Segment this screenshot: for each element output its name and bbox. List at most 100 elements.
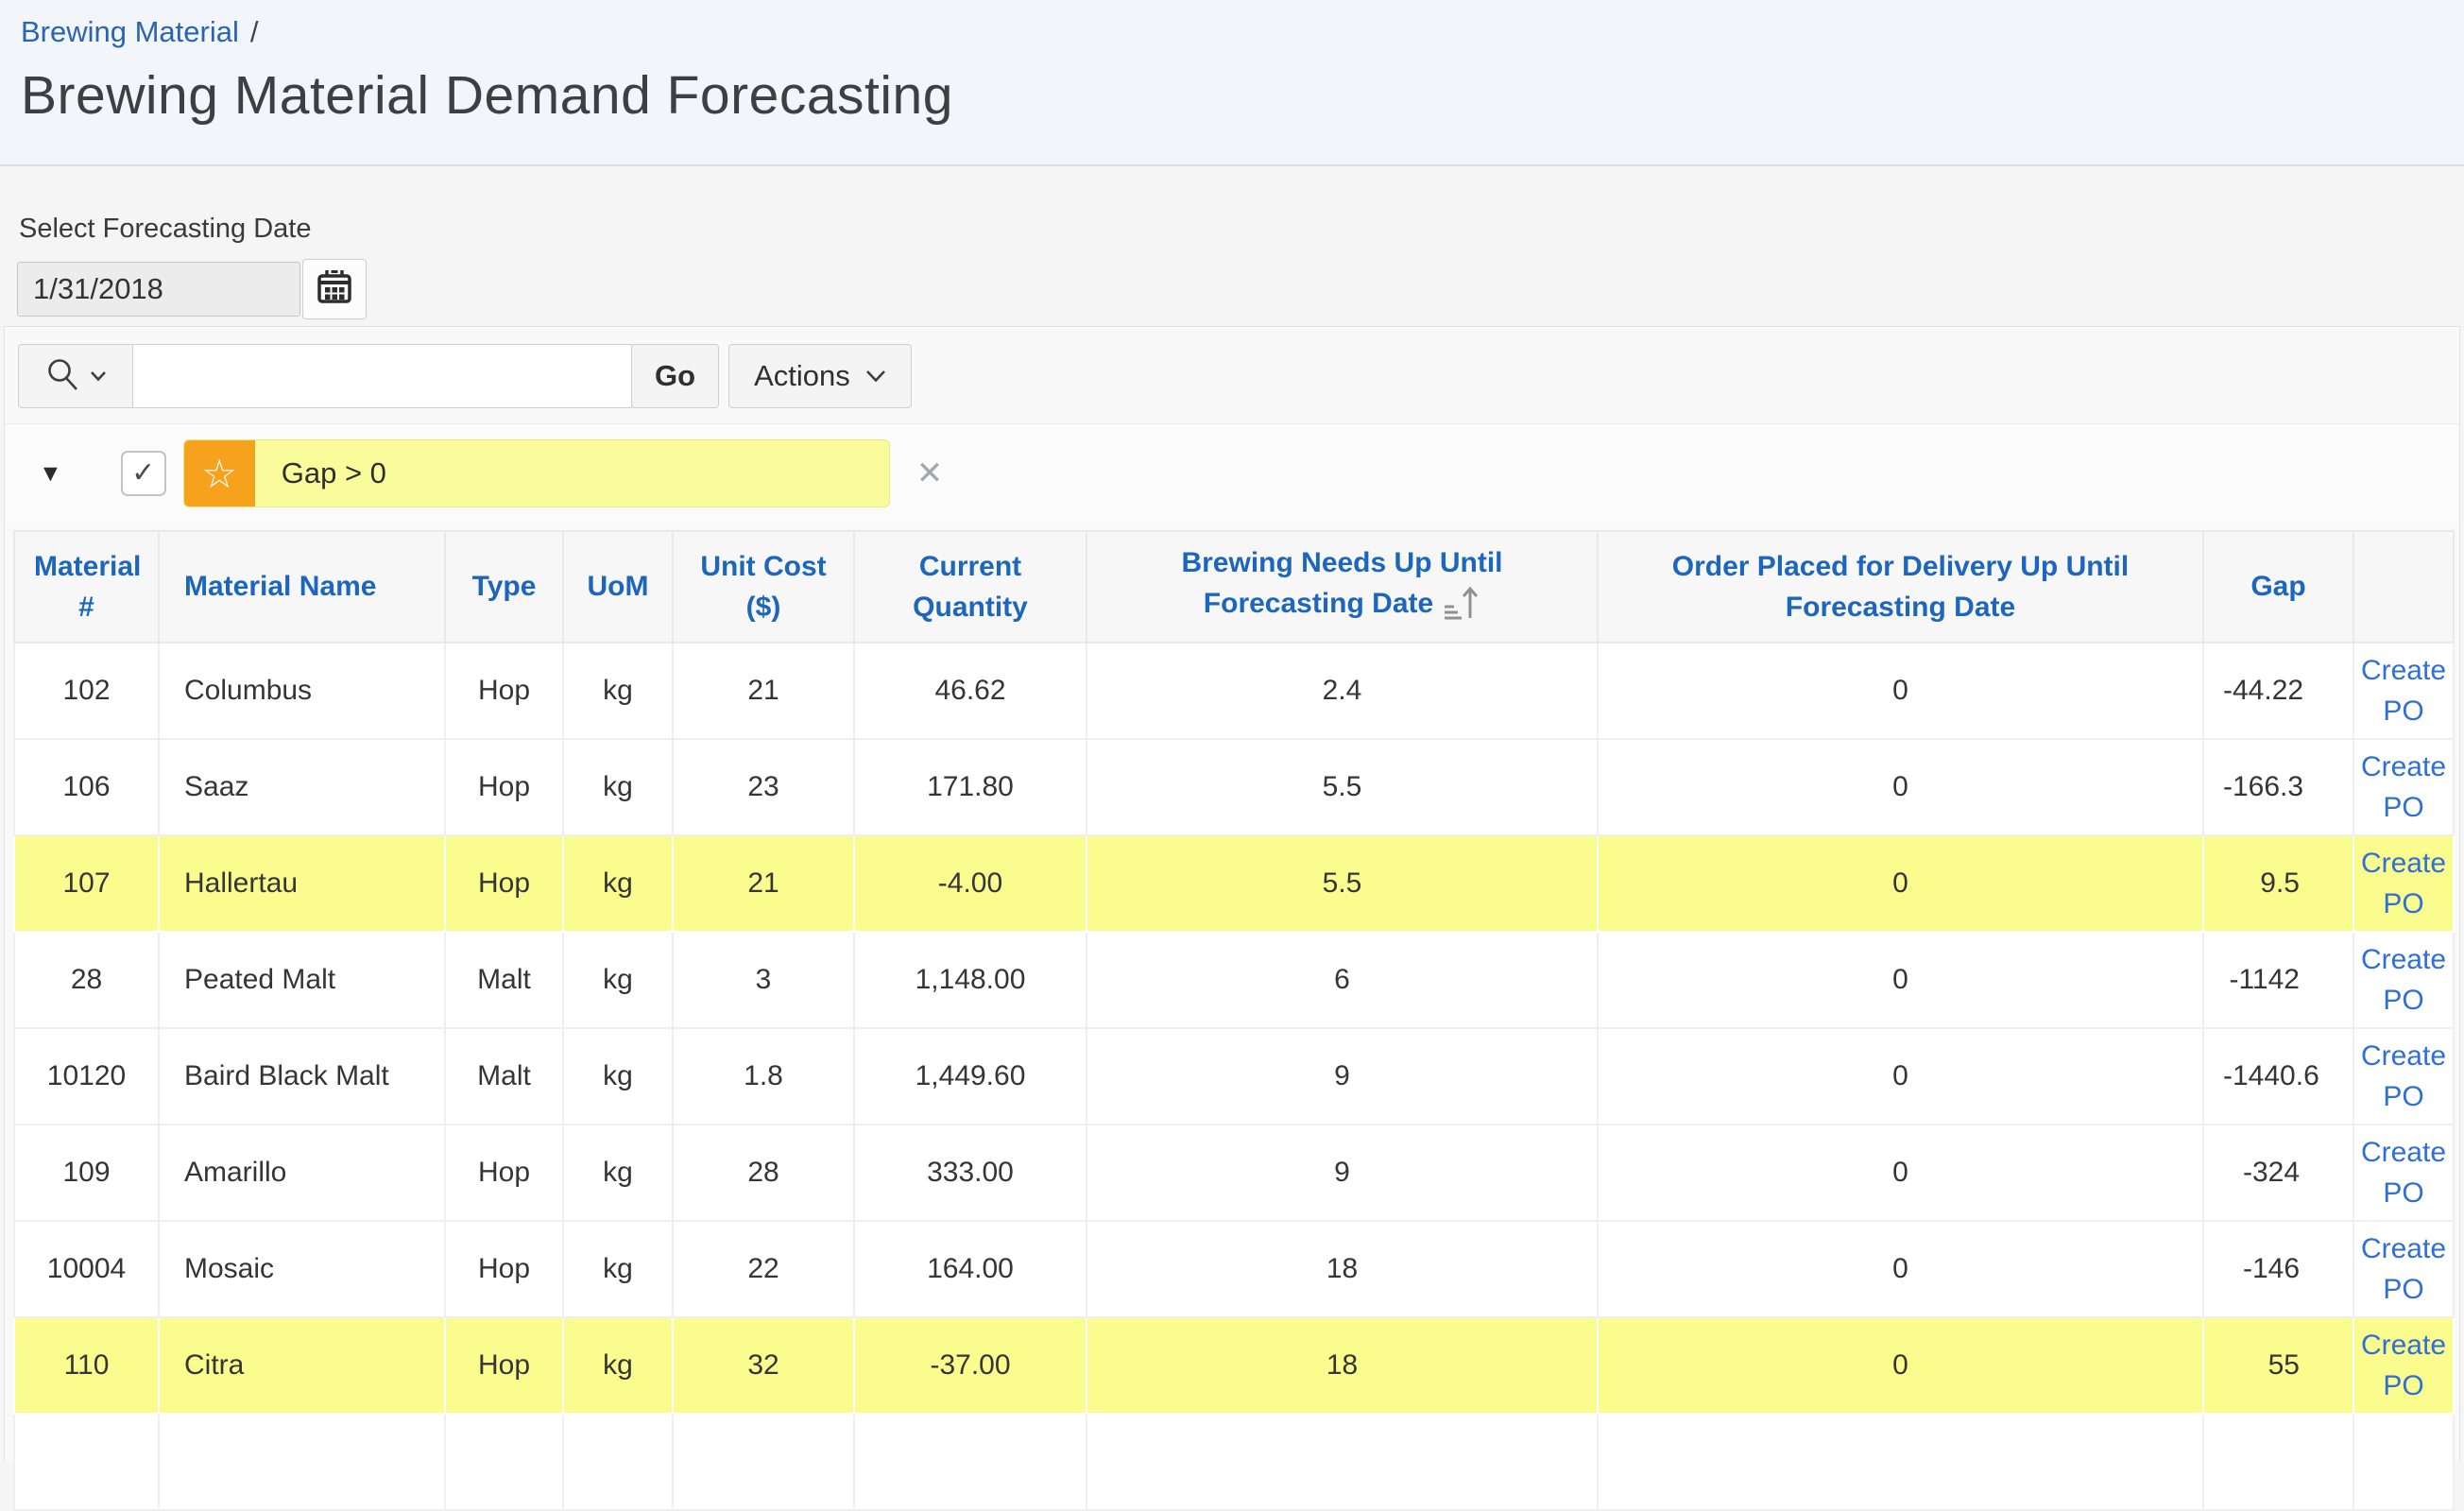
create-po-link[interactable]: Create PO bbox=[2360, 943, 2447, 1017]
cell-uom: kg bbox=[562, 1027, 674, 1125]
cell-type: Hop bbox=[444, 1220, 564, 1318]
calendar-picker-button[interactable] bbox=[302, 259, 367, 319]
cell-name: Citra bbox=[158, 1316, 446, 1415]
table-row: 10004 Mosaic Hop kg 22 164.00 18 0 -146 Create PO bbox=[13, 1220, 2455, 1318]
cell-unit-cost: 3 bbox=[672, 931, 855, 1029]
cell-brewing-needs: 2.4 bbox=[1086, 642, 1599, 740]
cell-material-no: 106 bbox=[13, 738, 160, 836]
cell-type: Hop bbox=[444, 1316, 564, 1415]
cell-name: Columbus bbox=[158, 642, 446, 740]
forecasting-date-label: Select Forecasting Date bbox=[19, 214, 312, 244]
col-header-current-quantity[interactable]: Current Quantity bbox=[853, 530, 1087, 644]
cell-order-placed: 0 bbox=[1597, 1220, 2204, 1318]
cell-order-placed: 0 bbox=[1597, 834, 2204, 933]
cell-material-no: 110 bbox=[13, 1316, 160, 1415]
cell-brewing-needs: 9 bbox=[1086, 1027, 1599, 1125]
table-row: 10120 Baird Black Malt Malt kg 1.8 1,449.60 9 0… bbox=[13, 1027, 2455, 1125]
create-po-link[interactable]: Create PO bbox=[2360, 1039, 2447, 1113]
search-toolbar: Go Actions bbox=[5, 327, 2459, 423]
table-row: 106 Saaz Hop kg 23 171.80 5.5 0 -166.3 Create PO bbox=[13, 738, 2455, 836]
col-header-material-number[interactable]: Material # bbox=[13, 530, 160, 644]
search-input[interactable] bbox=[133, 344, 632, 408]
cell-material-no: 10004 bbox=[13, 1220, 160, 1318]
cell-empty bbox=[13, 1413, 160, 1511]
col-header-unit-cost[interactable]: Unit Cost ($) bbox=[672, 530, 855, 644]
create-po-link[interactable]: Create PO bbox=[2360, 750, 2447, 824]
table-row: 102 Columbus Hop kg 21 46.62 2.4 0 -44.22 Create … bbox=[13, 642, 2455, 740]
cell-type: Hop bbox=[444, 834, 564, 933]
create-po-link[interactable]: Create PO bbox=[2360, 1232, 2447, 1306]
forecasting-date-input[interactable] bbox=[17, 262, 300, 317]
create-po-link[interactable]: Create PO bbox=[2360, 1329, 2447, 1402]
cell-gap: -166.3 bbox=[2202, 738, 2354, 836]
filter-chip-label: Gap > 0 bbox=[281, 456, 386, 489]
col-header-brewing-needs[interactable]: Brewing Needs Up Until Forecasting Date bbox=[1086, 530, 1599, 644]
cell-uom: kg bbox=[562, 1316, 674, 1415]
breadcrumb-separator: / bbox=[249, 15, 259, 48]
breadcrumb: Brewing Material / bbox=[21, 13, 2464, 51]
cell-empty bbox=[2353, 1413, 2455, 1511]
cell-current-qty: 1,449.60 bbox=[853, 1027, 1087, 1125]
col-header-order-placed[interactable]: Order Placed for Delivery Up Until Forec… bbox=[1597, 530, 2204, 644]
filter-close-icon[interactable]: ✕ bbox=[915, 455, 944, 491]
cell-name: Baird Black Malt bbox=[158, 1027, 446, 1125]
cell-create-po: Create PO bbox=[2353, 1220, 2455, 1318]
cell-brewing-needs: 18 bbox=[1086, 1220, 1599, 1318]
cell-brewing-needs: 5.5 bbox=[1086, 834, 1599, 933]
chevron-down-icon bbox=[90, 370, 107, 382]
cell-create-po: Create PO bbox=[2353, 1124, 2455, 1222]
cell-unit-cost: 28 bbox=[672, 1124, 855, 1222]
create-po-link[interactable]: Create PO bbox=[2360, 654, 2447, 728]
table-row: 107 Hallertau Hop kg 21 -4.00 5.5 0 9.5 Create PO bbox=[13, 834, 2455, 933]
cell-gap: -324 bbox=[2202, 1124, 2354, 1222]
col-header-type[interactable]: Type bbox=[444, 530, 564, 644]
cell-name: Saaz bbox=[158, 738, 446, 836]
star-icon: ☆ bbox=[183, 440, 255, 507]
cell-type: Hop bbox=[444, 738, 564, 836]
cell-unit-cost: 32 bbox=[672, 1316, 855, 1415]
cell-unit-cost: 1.8 bbox=[672, 1027, 855, 1125]
cell-order-placed: 0 bbox=[1597, 642, 2204, 740]
table-row-partial bbox=[13, 1413, 2455, 1511]
breadcrumb-link-brewing-material[interactable]: Brewing Material bbox=[21, 15, 239, 48]
col-header-gap[interactable]: Gap bbox=[2202, 530, 2354, 644]
cell-current-qty: 1,148.00 bbox=[853, 931, 1087, 1029]
filter-enabled-checkbox[interactable]: ✓ bbox=[120, 451, 166, 496]
cell-name: Amarillo bbox=[158, 1124, 446, 1222]
table-body: 102 Columbus Hop kg 21 46.62 2.4 0 -44.22 Create … bbox=[13, 642, 2455, 1511]
cell-empty bbox=[444, 1413, 564, 1511]
create-po-link[interactable]: Create PO bbox=[2360, 847, 2447, 920]
filter-chip[interactable]: ☆ Gap > 0 bbox=[182, 439, 890, 507]
cell-brewing-needs: 9 bbox=[1086, 1124, 1599, 1222]
cell-current-qty: -37.00 bbox=[853, 1316, 1087, 1415]
create-po-link[interactable]: Create PO bbox=[2360, 1136, 2447, 1210]
cell-gap: -146 bbox=[2202, 1220, 2354, 1318]
cell-gap: -44.22 bbox=[2202, 642, 2354, 740]
cell-order-placed: 0 bbox=[1597, 1124, 2204, 1222]
col-header-material-name[interactable]: Material Name bbox=[158, 530, 446, 644]
cell-empty bbox=[1086, 1413, 1599, 1511]
col-header-uom[interactable]: UoM bbox=[562, 530, 674, 644]
forecasting-date-row bbox=[17, 259, 2464, 319]
filter-expand-triangle[interactable]: ▼ bbox=[39, 459, 62, 487]
cell-current-qty: 171.80 bbox=[853, 738, 1087, 836]
cell-brewing-needs: 5.5 bbox=[1086, 738, 1599, 836]
cell-material-no: 10120 bbox=[13, 1027, 160, 1125]
cell-create-po: Create PO bbox=[2353, 738, 2455, 836]
cell-empty bbox=[158, 1413, 446, 1511]
go-button[interactable]: Go bbox=[631, 344, 720, 408]
filter-row: ▼ ✓ ☆ Gap > 0 ✕ bbox=[5, 423, 2459, 523]
cell-unit-cost: 21 bbox=[672, 834, 855, 933]
cell-uom: kg bbox=[562, 1124, 674, 1222]
cell-order-placed: 0 bbox=[1597, 1027, 2204, 1125]
cell-uom: kg bbox=[562, 642, 674, 740]
cell-empty bbox=[2202, 1413, 2354, 1511]
cell-current-qty: 164.00 bbox=[853, 1220, 1087, 1318]
cell-create-po: Create PO bbox=[2353, 834, 2455, 933]
search-icon bbox=[44, 356, 80, 397]
cell-create-po: Create PO bbox=[2353, 1027, 2455, 1125]
actions-button[interactable]: Actions bbox=[728, 344, 912, 408]
col-header-brewing-needs-label: Brewing Needs Up Until Forecasting Date bbox=[1181, 546, 1503, 620]
search-column-dropdown-button[interactable] bbox=[18, 344, 133, 408]
actions-button-label: Actions bbox=[754, 359, 850, 392]
